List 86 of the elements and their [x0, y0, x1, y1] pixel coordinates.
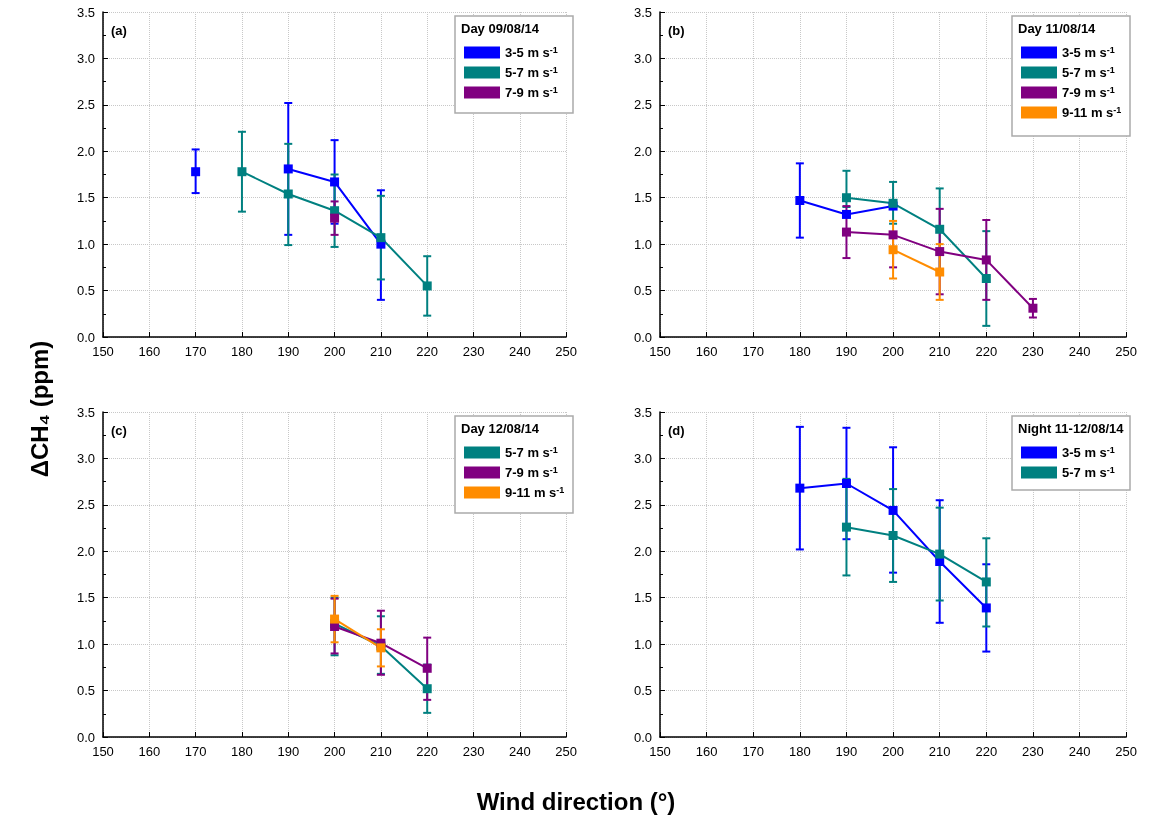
y-tick-label: 2.5: [76, 497, 95, 513]
y-tick-label: 3.0: [633, 50, 652, 66]
x-tick-label: 180: [231, 744, 253, 759]
y-tick-label: 1.0: [633, 236, 652, 252]
x-tick-label: 180: [231, 344, 253, 359]
x-axis-title: Wind direction (°): [475, 788, 677, 816]
x-tick-label: 160: [695, 344, 718, 359]
x-tick-label: 160: [695, 744, 718, 759]
x-tick-label: 240: [508, 344, 531, 359]
x-tick-label: 190: [835, 744, 858, 759]
legend-title: Day 09/08/14: [461, 21, 540, 36]
x-tick-label: 210: [928, 344, 951, 359]
x-tick-label: 150: [649, 344, 671, 359]
x-tick-label: 240: [1068, 344, 1091, 359]
y-tick-label: 1.5: [633, 590, 652, 606]
y-tick-label: 3.5: [633, 404, 652, 420]
x-tick-label: 160: [138, 744, 161, 759]
x-tick-label: 180: [788, 344, 811, 359]
x-tick-label: 150: [92, 344, 114, 359]
y-tick-label: 0.0: [76, 729, 95, 745]
x-tick-label: 220: [975, 744, 998, 759]
x-tick-label: 230: [462, 344, 485, 359]
x-tick-label: 250: [555, 744, 578, 759]
annotation: (b): [668, 23, 685, 38]
x-tick-label: 210: [928, 744, 951, 759]
x-tick-label: 200: [882, 344, 904, 359]
x-tick-label: 210: [370, 344, 392, 359]
y-tick-label: 3.5: [76, 4, 95, 20]
x-tick-label: 220: [975, 344, 998, 359]
y-tick-label: 2.0: [633, 543, 652, 559]
x-tick-label: 170: [742, 744, 765, 759]
x-tick-label: 230: [1022, 344, 1044, 359]
y-tick-label: 0.5: [633, 283, 652, 299]
x-tick-label: 170: [742, 344, 765, 359]
x-tick-label: 220: [416, 344, 439, 359]
x-tick-label: 160: [138, 344, 161, 359]
y-tick-label: 2.5: [633, 497, 652, 513]
x-tick-label: 190: [277, 744, 300, 759]
annotation: (a): [111, 23, 127, 38]
y-tick-label: 1.0: [76, 636, 95, 652]
x-tick-label: 150: [649, 744, 671, 759]
x-tick-label: 230: [462, 744, 485, 759]
x-tick-label: 150: [92, 744, 114, 759]
x-tick-label: 210: [370, 744, 392, 759]
x-tick-label: 190: [277, 344, 300, 359]
x-tick-label: 220: [416, 744, 439, 759]
y-tick-label: 3.0: [76, 50, 95, 66]
y-tick-label: 3.5: [633, 4, 652, 20]
y-tick-label: 1.5: [76, 190, 95, 206]
y-axis-title: ΔCH₄ (ppm): [26, 339, 54, 480]
x-tick-label: 250: [555, 344, 578, 359]
x-tick-label: 170: [184, 344, 207, 359]
x-tick-label: 200: [323, 744, 346, 759]
y-tick-label: 0.0: [76, 329, 95, 345]
x-tick-label: 250: [1115, 744, 1138, 759]
legend-title: Day 11/08/14: [1018, 21, 1097, 36]
x-tick-label: 200: [323, 344, 346, 359]
y-tick-label: 2.0: [76, 543, 95, 559]
y-tick-label: 1.5: [76, 590, 95, 606]
x-tick-label: 180: [788, 744, 811, 759]
x-tick-label: 250: [1115, 344, 1138, 359]
legend-title: Day 12/08/14: [461, 421, 540, 436]
y-tick-label: 0.0: [633, 329, 652, 345]
annotation: (c): [111, 423, 127, 438]
y-tick-label: 2.0: [633, 143, 652, 159]
y-tick-label: 2.5: [76, 97, 95, 113]
y-tick-label: 1.0: [633, 636, 652, 652]
y-tick-label: 2.0: [76, 143, 95, 159]
y-tick-label: 0.5: [76, 283, 95, 299]
y-tick-label: 3.0: [76, 450, 95, 466]
y-tick-label: 1.0: [76, 236, 95, 252]
annotation: (d): [668, 423, 685, 438]
x-tick-label: 240: [508, 744, 531, 759]
y-tick-label: 0.5: [76, 683, 95, 699]
x-tick-label: 230: [1022, 744, 1044, 759]
y-tick-label: 2.5: [633, 97, 652, 113]
y-tick-label: 3.5: [76, 404, 95, 420]
legend-title: Night 11-12/08/14: [1018, 421, 1125, 436]
x-tick-label: 240: [1068, 744, 1091, 759]
x-tick-label: 190: [835, 344, 858, 359]
y-tick-label: 1.5: [633, 190, 652, 206]
y-tick-label: 0.0: [633, 729, 652, 745]
y-tick-label: 3.0: [633, 450, 652, 466]
y-tick-label: 0.5: [633, 683, 652, 699]
x-tick-label: 200: [882, 744, 904, 759]
x-tick-label: 170: [184, 744, 207, 759]
